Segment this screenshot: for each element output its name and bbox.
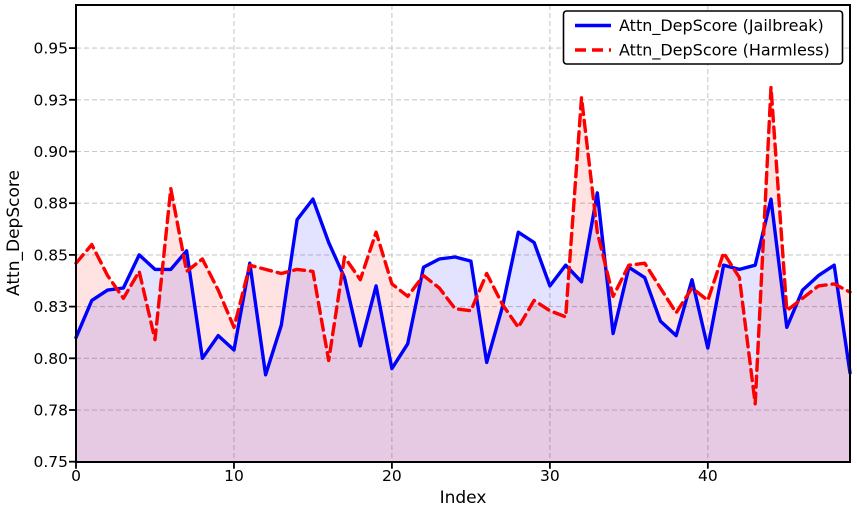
- x-tick-label: 10: [224, 467, 244, 485]
- y-tick-label: 0.83: [33, 298, 68, 316]
- y-tick-label: 0.80: [33, 350, 68, 368]
- y-tick-label: 0.93: [33, 91, 68, 109]
- legend: Attn_DepScore (Jailbreak) Attn_DepScore …: [562, 10, 844, 65]
- series-line-jailbreak: [74, 191, 852, 377]
- y-tick-label: 0.88: [33, 195, 68, 213]
- area-fill-harmless: [76, 87, 850, 462]
- x-tick-label: 30: [540, 467, 560, 485]
- area-fills: [76, 87, 850, 462]
- x-tick-label: 0: [71, 467, 81, 485]
- x-tick-label: 20: [382, 467, 402, 485]
- series-line-harmless: [74, 85, 852, 406]
- plot-frame: [75, 4, 851, 463]
- axis-ticks: 0 10 20 30 40 0.75 0.78 0.80 0.83 0.85 0.88 0.90 0.9…: [33, 40, 717, 485]
- legend-label-harmless: Attn_DepScore (Harmless): [619, 41, 830, 61]
- legend-box: [562, 10, 844, 65]
- y-tick-label: 0.95: [33, 40, 68, 58]
- x-tick-label: 40: [698, 467, 718, 485]
- y-tick-label: 0.75: [33, 453, 68, 471]
- y-tick-label: 0.78: [33, 402, 68, 420]
- y-tick-label: 0.85: [33, 246, 68, 264]
- y-axis-label: Attn_DepScore: [4, 170, 24, 296]
- data-series-lines: [74, 85, 852, 406]
- gridlines: [76, 5, 850, 462]
- y-tick-label: 0.90: [33, 143, 68, 161]
- legend-label-jailbreak: Attn_DepScore (Jailbreak): [619, 16, 824, 36]
- area-fill-jailbreak: [76, 192, 850, 462]
- x-axis-label: Index: [440, 488, 487, 508]
